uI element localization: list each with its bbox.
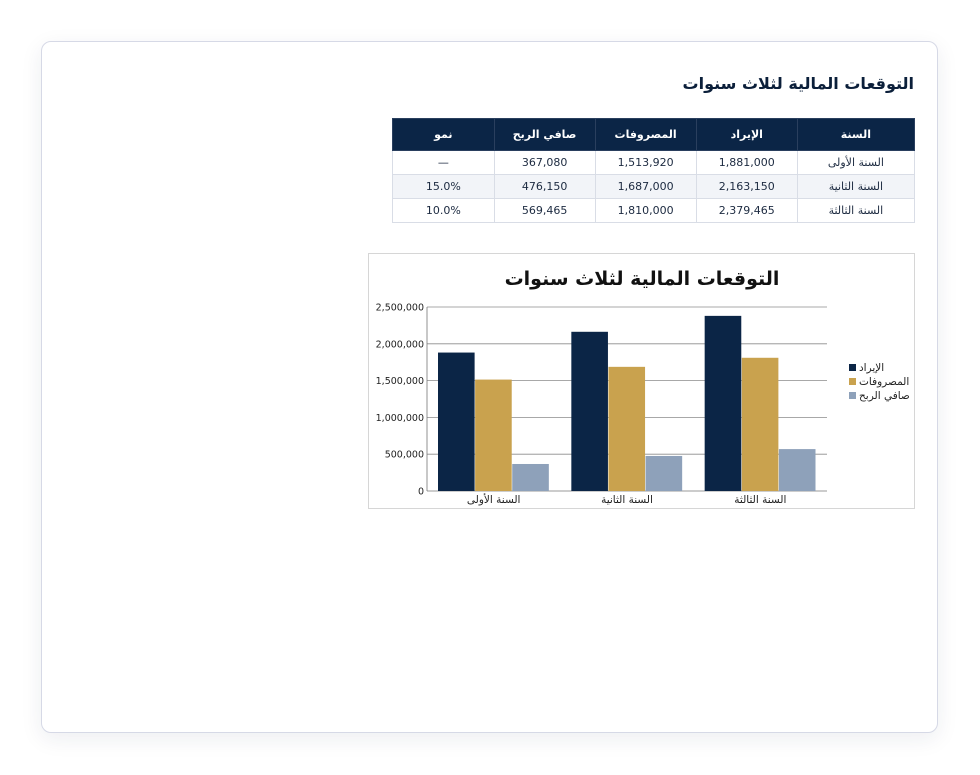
- table-row: السنة الثانية 2,163,150 1,687,000 476,15…: [392, 174, 916, 199]
- chart-container: التوقعات المالية لثلاث سنوات 0 500,000 1,00…: [368, 253, 915, 509]
- y-tick-label: 1,000,000: [376, 413, 424, 424]
- cell-growth: 15.0%: [392, 174, 495, 199]
- header-growth: نمو: [392, 118, 495, 151]
- cell-growth: —: [392, 150, 495, 175]
- legend-swatch: [849, 392, 856, 399]
- bar: [438, 352, 475, 491]
- cell-year: السنة الأولى: [796, 150, 916, 175]
- bar: [741, 357, 779, 491]
- legend-label: صافي الربح: [859, 390, 910, 402]
- cell-net-profit: 569,465: [493, 198, 596, 223]
- legend-label: المصروفات: [859, 376, 909, 388]
- cell-year: السنة الثانية: [796, 174, 916, 199]
- bar: [645, 455, 683, 491]
- cell-expenses: 1,810,000: [594, 198, 697, 223]
- y-tick-label: 2,500,000: [376, 303, 424, 314]
- bar: [778, 449, 816, 491]
- cell-net-profit: 367,080: [493, 150, 596, 175]
- header-expenses: المصروفات: [594, 118, 697, 151]
- legend-swatch: [849, 378, 856, 385]
- cell-net-profit: 476,150: [493, 174, 596, 199]
- bar-chart: التوقعات المالية لثلاث سنوات 0 500,000 1,00…: [376, 268, 910, 506]
- table-row: السنة الأولى 1,881,000 1,513,920 367,080…: [392, 150, 916, 175]
- bar: [512, 463, 549, 491]
- page-title: التوقعات المالية لثلاث سنوات: [682, 74, 914, 93]
- cell-expenses: 1,687,000: [594, 174, 697, 199]
- bar: [475, 379, 512, 491]
- bar: [571, 331, 608, 491]
- y-tick-label: 2,000,000: [376, 339, 424, 350]
- header-year: السنة: [796, 118, 916, 151]
- bar: [704, 315, 742, 491]
- x-tick-label: السنة الثانية: [601, 494, 653, 506]
- cell-growth: 10.0%: [392, 198, 495, 223]
- bar: [608, 366, 646, 491]
- cell-expenses: 1,513,920: [594, 150, 697, 175]
- chart-title: التوقعات المالية لثلاث سنوات: [505, 268, 780, 290]
- legend-label: الإيراد: [859, 362, 884, 374]
- y-tick-label: 500,000: [385, 450, 424, 461]
- cell-revenue: 1,881,000: [695, 150, 798, 175]
- header-net-profit: صافي الربح: [493, 118, 596, 151]
- y-tick-label: 1,500,000: [376, 376, 424, 387]
- projection-table: السنة الإيراد المصروفات صافي الربح نمو ا…: [392, 118, 916, 223]
- cell-year: السنة الثالثة: [796, 198, 916, 223]
- cell-revenue: 2,379,465: [695, 198, 798, 223]
- table-header-row: السنة الإيراد المصروفات صافي الربح نمو: [392, 118, 916, 151]
- table-row: السنة الثالثة 2,379,465 1,810,000 569,46…: [392, 198, 916, 223]
- header-revenue: الإيراد: [695, 118, 798, 151]
- legend-swatch: [849, 364, 856, 371]
- x-tick-label: السنة الثالثة: [734, 494, 786, 506]
- cell-revenue: 2,163,150: [695, 174, 798, 199]
- y-tick-label: 0: [418, 487, 424, 498]
- x-tick-label: السنة الأولى: [467, 493, 521, 506]
